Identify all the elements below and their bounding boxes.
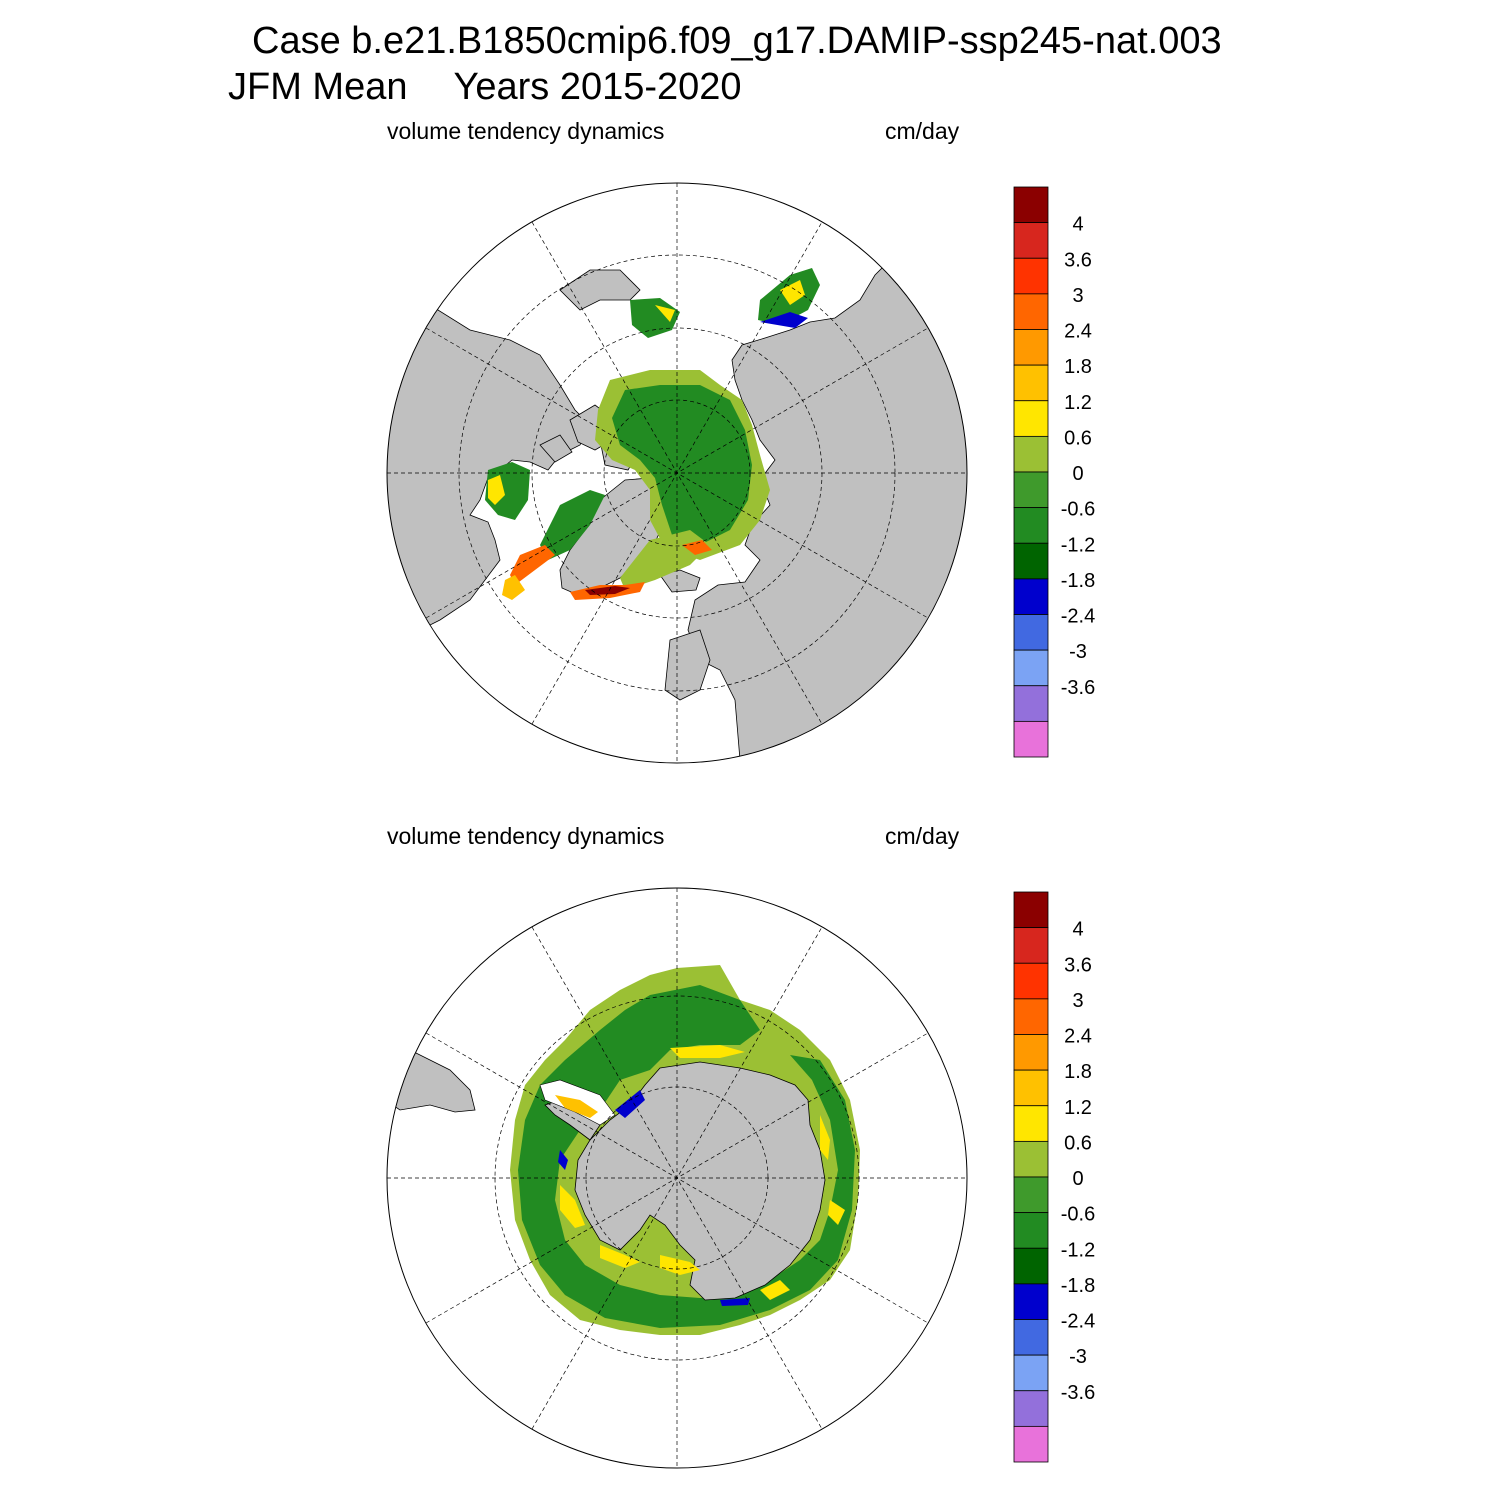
season-label: JFM Mean	[228, 66, 408, 108]
north-colorbar-box	[1013, 720, 1049, 758]
south-units-label: cm/day	[885, 823, 960, 849]
south-colorbar-box	[1013, 1283, 1049, 1320]
south-colorbar-box	[1013, 1176, 1049, 1214]
north-colorbar-label: -3.6	[1061, 677, 1095, 699]
north-colorbar-label: 0	[1072, 463, 1083, 485]
north-colorbar-box	[1013, 471, 1049, 509]
north-colorbar-box	[1013, 614, 1049, 651]
north-colorbar-box	[1013, 685, 1049, 722]
north-colorbar-box	[1013, 364, 1049, 402]
south-colorbar-label: 0.6	[1064, 1132, 1092, 1154]
south-colorbar-label: 4	[1072, 919, 1083, 941]
south-colorbar-label: 3.6	[1064, 954, 1092, 976]
north-variable-label: volume tendency dynamics	[387, 118, 665, 144]
south-colorbar-label: -3	[1069, 1346, 1087, 1368]
hudson-bay-ice	[485, 462, 530, 520]
north-colorbar-box	[1013, 435, 1049, 473]
north-colorbar-box	[1013, 293, 1049, 330]
north-colorbar: 4 3.6 3 2.4 1.8 1.2 0.6 0 -0.6 -1.2 -1.8 -2.4 -3 -3.6	[1013, 186, 1095, 758]
period-title: JFM Mean Years 2015-2020	[228, 66, 742, 109]
north-colorbar-label: -1.8	[1061, 570, 1095, 592]
antarctica-land	[574, 1061, 826, 1301]
south-variable-label: volume tendency dynamics	[387, 823, 665, 849]
north-colorbar-box	[1013, 257, 1049, 295]
years-label: Years 2015-2020	[453, 66, 742, 108]
north-colorbar-box	[1013, 222, 1049, 259]
south-colorbar-box	[1013, 1425, 1049, 1463]
north-colorbar-box	[1013, 186, 1049, 224]
north-colorbar-label: 2.4	[1064, 321, 1092, 343]
south-colorbar: 4 3.6 3 2.4 1.8 1.2 0.6 0 -0.6 -1.2 -1.8 -2.4 -3 -3.6	[1013, 891, 1095, 1463]
case-title: Case b.e21.B1850cmip6.f09_g17.DAMIP-ssp2…	[252, 20, 1222, 62]
bering-land	[559, 269, 641, 311]
north-colorbar-box	[1013, 507, 1049, 544]
south-colorbar-box	[1013, 1140, 1049, 1178]
south-colorbar-box	[1013, 1105, 1049, 1142]
north-colorbar-label: 0.6	[1064, 427, 1092, 449]
north-colorbar-label: -0.6	[1061, 499, 1095, 521]
south-colorbar-box	[1013, 998, 1049, 1035]
south-colorbar-box	[1013, 1247, 1049, 1285]
north-colorbar-box	[1013, 578, 1049, 615]
south-colorbar-box	[1013, 1319, 1049, 1356]
south-colorbar-label: 1.8	[1064, 1061, 1092, 1083]
north-colorbar-label: -3	[1069, 641, 1087, 663]
south-graticule	[387, 888, 967, 1468]
south-colorbar-box	[1013, 927, 1049, 964]
north-colorbar-box	[1013, 649, 1049, 687]
north-graticule	[387, 183, 967, 763]
north-units-label: cm/day	[885, 118, 960, 144]
north-colorbar-label: 4	[1072, 214, 1083, 236]
south-colorbar-label: -1.8	[1061, 1275, 1095, 1297]
south-colorbar-label: 2.4	[1064, 1026, 1092, 1048]
north-colorbar-box	[1013, 400, 1049, 437]
north-colorbar-label: -2.4	[1061, 606, 1095, 628]
south-colorbar-box	[1013, 1354, 1049, 1392]
europe-land	[664, 629, 711, 701]
south-colorbar-box	[1013, 1390, 1049, 1427]
south-colorbar-label: 3	[1072, 990, 1083, 1012]
south-colorbar-box	[1013, 1034, 1049, 1071]
south-polar-map	[386, 887, 968, 1469]
south-colorbar-label: 0	[1072, 1168, 1083, 1190]
arctic-ice-dense	[612, 385, 752, 545]
south-colorbar-label: -3.6	[1061, 1382, 1095, 1404]
south-colorbar-box	[1013, 891, 1049, 929]
south-colorbar-box	[1013, 1069, 1049, 1107]
southern-sea-ice-dense	[518, 985, 855, 1328]
south-colorbar-label: -0.6	[1061, 1204, 1095, 1226]
north-colorbar-label: 3.6	[1064, 249, 1092, 271]
north-polar-map	[386, 182, 968, 764]
south-colorbar-box	[1013, 962, 1049, 1000]
north-colorbar-label: 1.8	[1064, 356, 1092, 378]
north-colorbar-box	[1013, 542, 1049, 580]
south-colorbar-label: -1.2	[1061, 1239, 1095, 1261]
south-colorbar-box	[1013, 1212, 1049, 1249]
north-colorbar-box	[1013, 329, 1049, 366]
south-colorbar-label: 1.2	[1064, 1097, 1092, 1119]
north-colorbar-label: -1.2	[1061, 534, 1095, 556]
north-colorbar-label: 3	[1072, 285, 1083, 307]
north-colorbar-label: 1.2	[1064, 392, 1092, 414]
south-colorbar-label: -2.4	[1061, 1311, 1095, 1333]
eurasia-land	[687, 254, 967, 763]
